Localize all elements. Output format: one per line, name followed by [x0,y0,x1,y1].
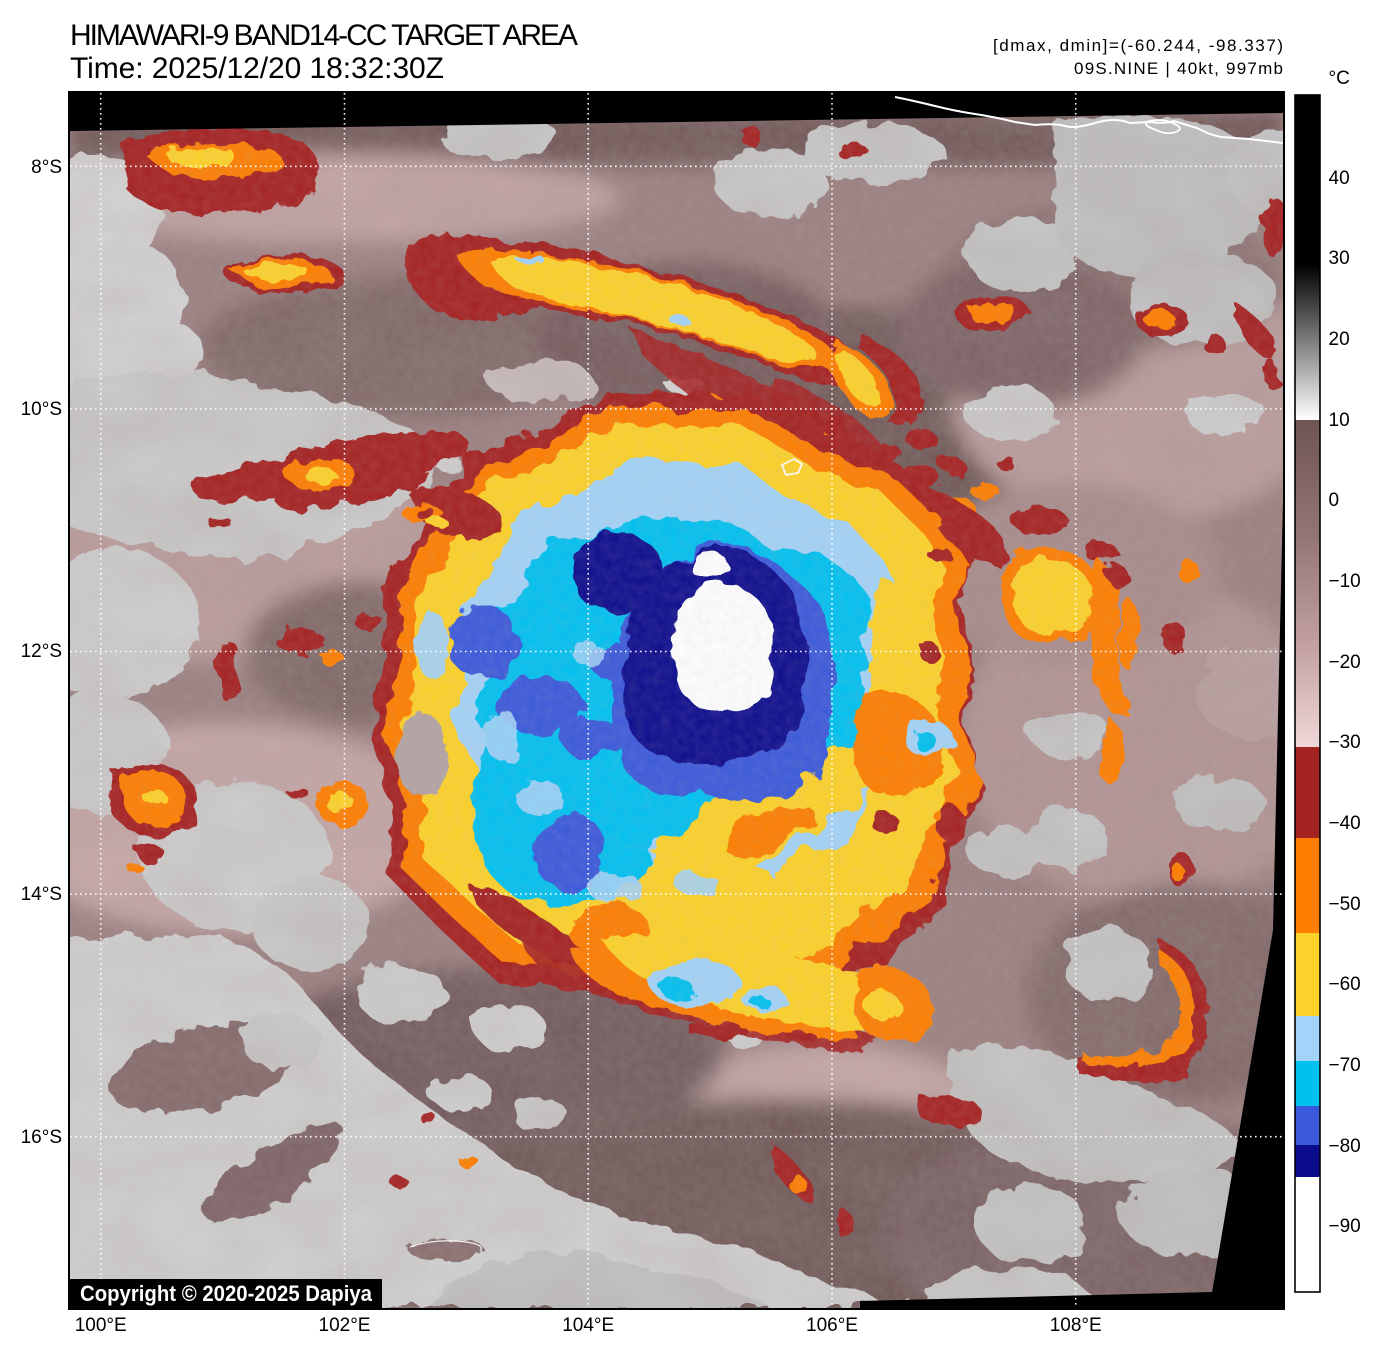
svg-text:−50: −50 [1329,894,1361,915]
svg-text:Copyright © 2020-2025 Dapiya: Copyright © 2020-2025 Dapiya [80,1281,373,1306]
svg-text:40: 40 [1329,168,1350,189]
svg-text:106°E: 106°E [806,1315,858,1336]
svg-text:HIMAWARI-9 BAND14-CC TARGET AR: HIMAWARI-9 BAND14-CC TARGET AREA [70,19,578,52]
svg-text:−70: −70 [1329,1055,1361,1076]
svg-text:10°S: 10°S [21,399,62,420]
svg-text:°C: °C [1329,68,1350,89]
svg-text:104°E: 104°E [562,1315,614,1336]
svg-text:12°S: 12°S [21,641,62,662]
svg-text:−30: −30 [1329,732,1361,753]
svg-text:0: 0 [1329,490,1340,511]
svg-text:10: 10 [1329,410,1350,431]
svg-text:−60: −60 [1329,974,1361,995]
svg-text:16°S: 16°S [21,1127,62,1148]
svg-text:−80: −80 [1329,1136,1361,1157]
svg-text:20: 20 [1329,329,1350,350]
svg-text:8°S: 8°S [31,157,62,178]
svg-text:102°E: 102°E [319,1315,371,1336]
svg-text:14°S: 14°S [21,884,62,905]
svg-text:30: 30 [1329,248,1350,269]
svg-text:[dmax, dmin]=(-60.244, -98.337: [dmax, dmin]=(-60.244, -98.337) [993,36,1283,55]
svg-text:Time: 2025/12/20 18:32:30Z: Time: 2025/12/20 18:32:30Z [70,52,444,85]
svg-text:−40: −40 [1329,813,1361,834]
svg-text:−20: −20 [1329,652,1361,673]
svg-text:108°E: 108°E [1050,1315,1102,1336]
svg-text:−10: −10 [1329,571,1361,592]
svg-text:−90: −90 [1329,1216,1361,1237]
svg-text:09S.NINE | 40kt, 997mb: 09S.NINE | 40kt, 997mb [1074,59,1283,78]
svg-text:100°E: 100°E [75,1315,127,1336]
